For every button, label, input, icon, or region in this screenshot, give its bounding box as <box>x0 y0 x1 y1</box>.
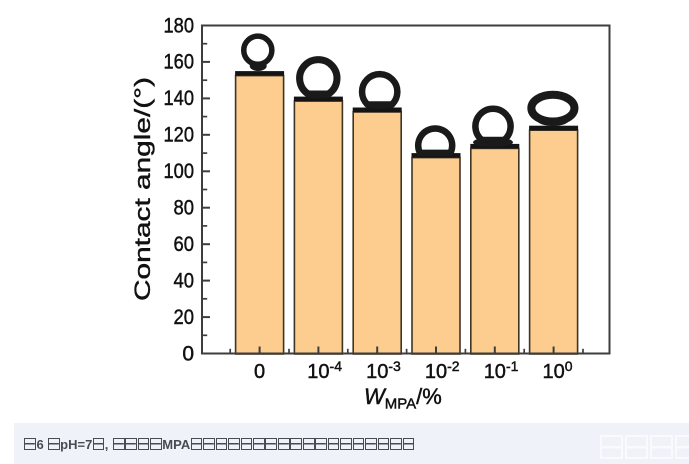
svg-text:10-2: 10-2 <box>425 358 460 383</box>
svg-text:40: 40 <box>174 269 195 292</box>
svg-text:80: 80 <box>174 197 195 220</box>
svg-text:10-1: 10-1 <box>484 358 519 383</box>
svg-text:140: 140 <box>164 87 195 110</box>
svg-text:120: 120 <box>164 124 195 147</box>
svg-text:60: 60 <box>174 233 195 256</box>
svg-text:100: 100 <box>543 358 573 383</box>
svg-text:180: 180 <box>164 14 195 37</box>
svg-text:100: 100 <box>164 160 195 183</box>
svg-text:160: 160 <box>164 51 195 74</box>
svg-text:Contact angle/(°): Contact angle/(°) <box>130 77 155 301</box>
svg-text:10-4: 10-4 <box>307 358 342 383</box>
svg-text:WMPA/%: WMPA/% <box>364 384 442 413</box>
svg-text:0: 0 <box>254 361 265 383</box>
svg-text:20: 20 <box>174 306 195 329</box>
svg-text:0: 0 <box>182 342 194 365</box>
